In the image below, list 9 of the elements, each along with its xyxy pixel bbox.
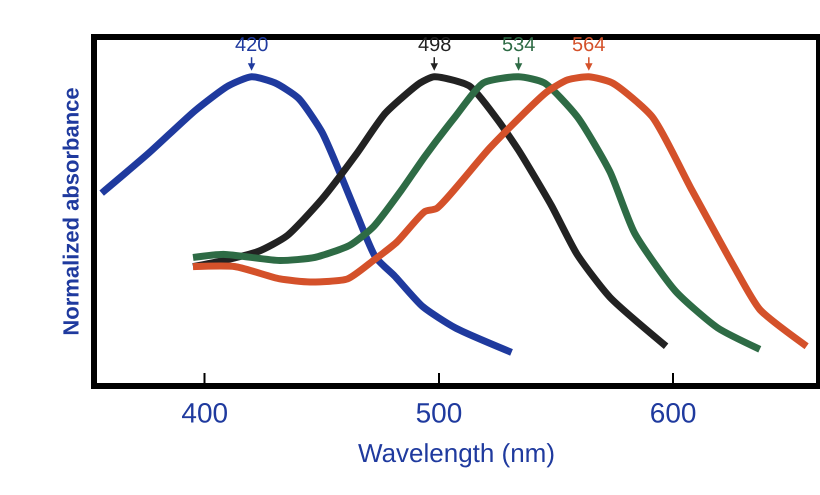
x-tick-label: 600: [650, 398, 696, 429]
y-axis-title: Normalized absorbance: [58, 87, 84, 336]
annotation: 498: [418, 34, 452, 56]
annotation: 564: [572, 34, 606, 56]
x-axis-title: Wavelength (nm): [358, 438, 555, 468]
x-tick-label: 500: [416, 398, 462, 429]
annotation: 534: [502, 34, 536, 56]
annotation: 420: [235, 34, 268, 56]
x-tick-label: 400: [181, 398, 228, 429]
